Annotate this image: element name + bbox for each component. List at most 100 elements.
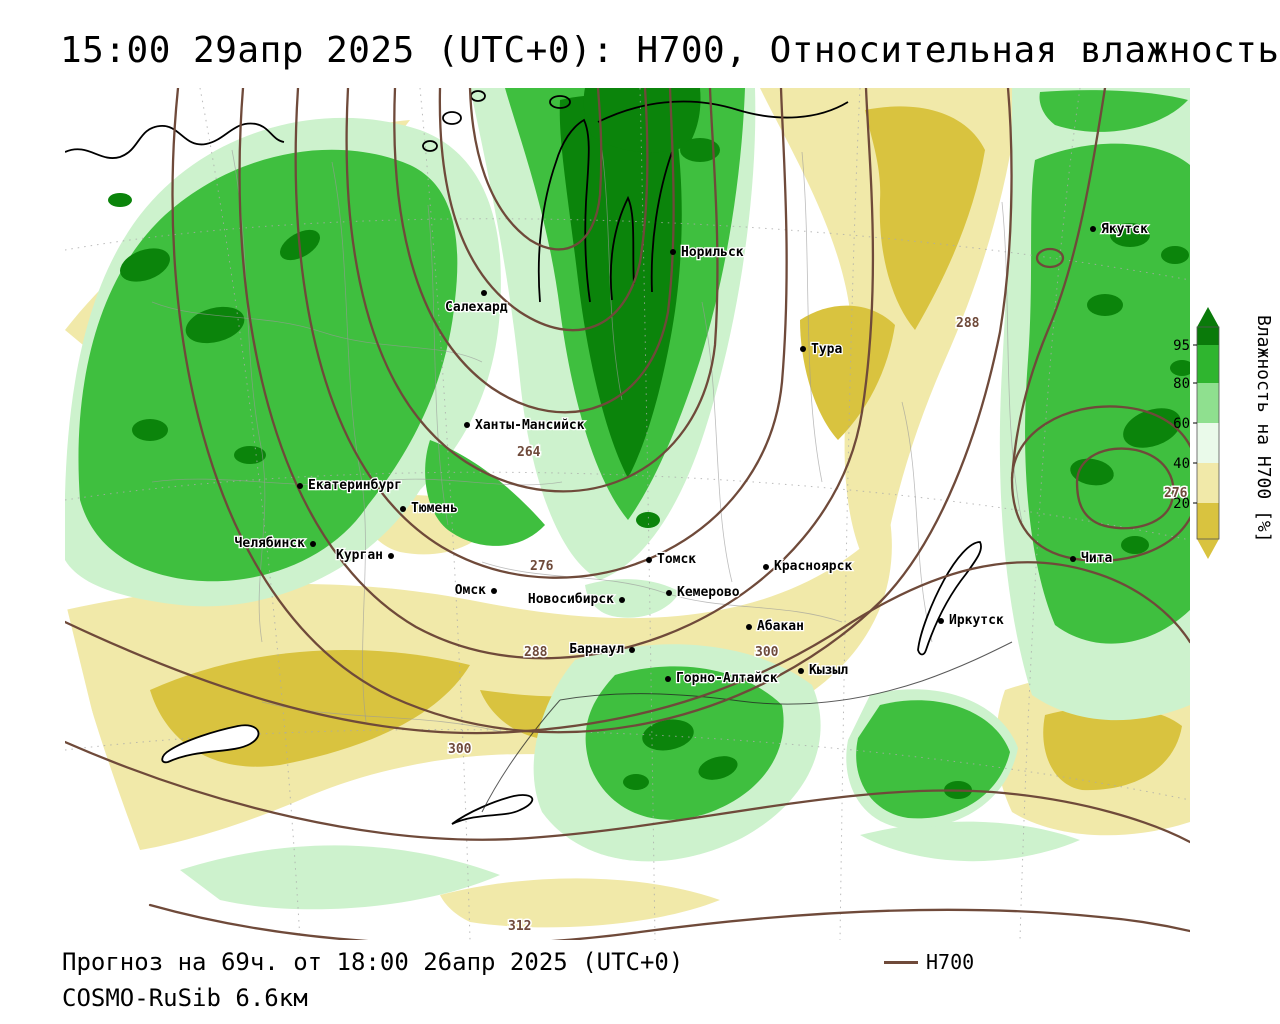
colorbar-arrow-bottom — [1197, 539, 1219, 559]
graticule-line — [419, 88, 471, 940]
humidity-region — [1110, 223, 1150, 247]
admin-boundary — [231, 149, 266, 643]
city-dot — [297, 483, 303, 489]
city: Курган — [335, 547, 394, 564]
admin-boundary — [151, 301, 483, 363]
coastline — [609, 195, 635, 301]
contour-line — [1035, 247, 1065, 269]
contour-label: 300 — [448, 742, 472, 757]
humidity-region — [185, 306, 245, 344]
state-border — [559, 641, 1013, 705]
colorbar-tick: 40 — [1173, 456, 1190, 472]
city-label: Чита — [1081, 551, 1112, 566]
colorbar-segment — [1197, 383, 1219, 423]
city-label: Тюмень — [411, 501, 458, 516]
city-label: Новосибирск — [528, 592, 614, 607]
contour-line — [171, 88, 1013, 734]
humidity-region — [1123, 408, 1181, 448]
page-title: 15:00 29апр 2025 (UTC+0): H700, Относите… — [60, 30, 1280, 71]
contour-line — [1010, 405, 1190, 563]
city-dot — [666, 590, 672, 596]
city-label: Кемерово — [677, 585, 740, 600]
contour-label: 300 — [755, 645, 779, 660]
humidity-region — [440, 878, 720, 928]
city-dot — [800, 346, 806, 352]
city-dot — [763, 564, 769, 570]
contour-label: 264 — [517, 445, 541, 460]
city-dot — [400, 506, 406, 512]
city-label: Томск — [657, 552, 696, 567]
city-label: Кызыл — [809, 663, 848, 678]
city: Горно-Алтайск — [665, 670, 779, 687]
contour-label: 276 — [1164, 486, 1188, 501]
colorbar-segment — [1197, 423, 1219, 463]
state-border — [481, 699, 561, 813]
humidity-region — [120, 248, 170, 282]
city-label: Якутск — [1101, 222, 1148, 237]
contour-line — [1075, 447, 1175, 530]
city: Новосибирск — [527, 591, 625, 608]
coastline — [650, 151, 673, 293]
admin-boundary — [427, 204, 449, 526]
admin-boundary — [1001, 201, 1023, 523]
city-dot — [746, 624, 752, 630]
contour-line — [1010, 88, 1107, 480]
humidity-region — [425, 440, 545, 546]
city-dot — [388, 553, 394, 559]
city-label: Омск — [455, 583, 486, 598]
admin-boundary — [901, 401, 933, 643]
city: Ханты-Мансийск — [464, 417, 586, 434]
city: Барнаул — [568, 641, 635, 658]
humidity-region — [1161, 246, 1189, 264]
humidity-region — [1043, 706, 1182, 791]
humidity-field — [65, 88, 1190, 928]
island — [549, 95, 571, 109]
model-info: COSMO-RuSib 6.6км — [62, 984, 308, 1012]
contour-line — [65, 561, 1190, 735]
admin-boundary — [801, 151, 823, 483]
contour-line — [148, 903, 1190, 940]
humidity-region — [65, 520, 892, 850]
city-dot — [464, 422, 470, 428]
city: Иркутск — [938, 612, 1005, 629]
cities: Якутск Норильск Салехард Тура Ханты-Манс… — [233, 221, 1149, 688]
humidity-region — [680, 138, 720, 162]
city: Абакан — [746, 618, 805, 635]
contour-label: 288 — [524, 645, 548, 660]
city: Кызыл — [798, 662, 850, 679]
humidity-region — [636, 512, 660, 528]
city-dot — [491, 588, 497, 594]
humidity-region — [698, 756, 738, 780]
contour-legend-line — [884, 960, 918, 964]
admin-boundary — [701, 301, 733, 583]
contour-labels: 264 276 288 300 312 288 300 276 — [447, 315, 1190, 936]
city: Екатеринбург — [297, 477, 403, 494]
humidity-region — [1087, 294, 1123, 316]
city-dot — [629, 647, 635, 653]
city-dot — [798, 668, 804, 674]
city: Салехард — [444, 290, 509, 316]
humidity-region — [865, 106, 985, 330]
contour-line — [294, 88, 788, 579]
contour-line — [345, 88, 719, 493]
city: Кемерово — [666, 584, 741, 601]
coastline — [597, 100, 849, 123]
colorbar-axis-label: Влажность на H700 [%] — [1253, 315, 1274, 543]
colorbar-tick: 20 — [1173, 496, 1190, 512]
colorbar-tick: 95 — [1173, 338, 1190, 354]
contour-line — [438, 88, 649, 332]
coastline — [451, 794, 534, 825]
colorbar-segment — [1197, 463, 1219, 503]
colorbar: 95 80 60 40 20 Влажность на H700 [%] — [1173, 307, 1274, 559]
coastline — [537, 118, 591, 303]
city-dot — [665, 676, 671, 682]
coastline — [65, 122, 285, 159]
lake-baikal — [917, 541, 982, 656]
city: Якутск — [1090, 221, 1149, 238]
admin-boundary — [601, 149, 623, 401]
city: Красноярск — [763, 558, 854, 575]
contour-line — [468, 88, 603, 251]
humidity-region — [108, 193, 132, 207]
city-label: Горно-Алтайск — [676, 671, 778, 686]
lake — [161, 724, 260, 764]
